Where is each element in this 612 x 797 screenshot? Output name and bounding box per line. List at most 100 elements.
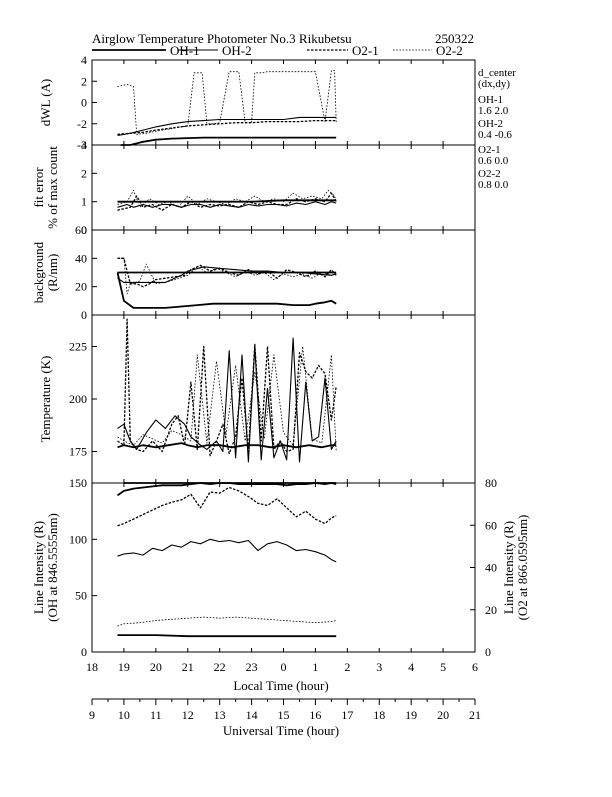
universal-time-tick: 15	[278, 708, 290, 722]
y-axis-label: (OH at 846.5555nm)	[45, 513, 60, 622]
legend: OH-1 OH-2 O2-1 O2-2	[92, 43, 463, 58]
side-info-line: d_center	[478, 67, 516, 79]
local-time-tick: 20	[150, 660, 162, 674]
local-time-tick: 23	[246, 660, 258, 674]
ytick-label: 200	[69, 392, 87, 406]
universal-time-tick: 19	[405, 708, 417, 722]
side-info-line: 0.8 0.0	[478, 179, 509, 191]
side-info-line: O2-2	[478, 168, 501, 180]
series-line-oh-2	[117, 116, 337, 136]
series-line-o2-2	[117, 189, 337, 208]
y-axis-label: Temperature (K)	[38, 356, 53, 443]
local-time-label: Local Time (hour)	[233, 678, 328, 693]
universal-time-tick: 17	[341, 708, 353, 722]
ytick-label-right: 0	[485, 645, 491, 659]
ytick-label-right: 20	[485, 603, 497, 617]
y-axis-label-right: (O2 at 866.0595nm)	[515, 515, 530, 621]
panel-frame	[91, 482, 476, 653]
legend-label-o2-1: O2-1	[352, 43, 379, 58]
side-info-line: OH-1	[478, 94, 503, 106]
local-time-tick: 3	[376, 660, 382, 674]
y-axis-label-right: Line Intensity (R)	[501, 521, 516, 614]
local-time-tick: 19	[118, 660, 130, 674]
ytick-label: 0	[81, 96, 87, 110]
series-line-o2-1	[117, 192, 337, 211]
universal-time-tick: 13	[214, 708, 226, 722]
side-info-line: 0.6 0.0	[478, 155, 509, 167]
ytick-label: 1	[81, 195, 87, 209]
y-axis-label: % of max count	[45, 146, 60, 229]
local-time-tick: 21	[182, 660, 194, 674]
series-line-o2-1	[117, 257, 337, 288]
panel-temperature: 175 200 225 Temperature (K)	[38, 314, 476, 484]
universal-time-tick: 12	[182, 708, 194, 722]
ytick-label: 0	[81, 308, 87, 322]
panel-dwl: -4 -2 0 2 4 dWL (A)	[38, 53, 476, 152]
y-axis-label: fit error	[31, 167, 46, 208]
ytick-label: 150	[69, 476, 87, 490]
local-time-tick: 22	[214, 660, 226, 674]
local-time-tick: 4	[408, 660, 414, 674]
series-line-o2-1	[117, 318, 337, 457]
local-time-tick: 6	[472, 660, 478, 674]
universal-time-tick: 18	[373, 708, 385, 722]
series-line-oh-2	[117, 201, 337, 208]
ytick-label: 20	[75, 280, 87, 294]
local-time-tick: 2	[344, 660, 350, 674]
ytick-label: -4	[77, 138, 87, 152]
panel-frame	[91, 144, 476, 231]
universal-time-tick: 9	[89, 708, 95, 722]
series-line-o2-1	[117, 486, 337, 527]
ytick-label-right: 40	[485, 561, 497, 575]
ytick-label: 175	[69, 445, 87, 459]
ytick-label: 2	[81, 166, 87, 180]
ytick-label: 3	[81, 138, 87, 152]
ytick-label: 4	[81, 53, 87, 67]
series-line-o2-2	[117, 257, 337, 295]
panels: -4 -2 0 2 4 dWL (A) 0 1 2 3 fit error% of max coun…	[31, 53, 530, 659]
universal-time-tick: 10	[118, 708, 130, 722]
series-line-o2-2	[117, 616, 337, 627]
y-axis-label: Line Intensity (R)	[31, 521, 46, 614]
series-line-oh-1	[120, 136, 337, 146]
ytick-label: 100	[69, 532, 87, 546]
ytick-label-right: 80	[485, 476, 497, 490]
series-line-oh-2	[117, 538, 337, 563]
series-line-o2-1	[117, 119, 337, 136]
local-time-tick: 1	[312, 660, 318, 674]
y-axis-label: (R/nm)	[45, 254, 60, 292]
legend-label-o2-2: O2-2	[436, 43, 463, 58]
series-line-o2-2	[117, 70, 337, 135]
panel-background: 0 20 40 60 background (R/nm)	[31, 223, 476, 322]
universal-time-tick: 14	[246, 708, 258, 722]
universal-time-tick: 20	[437, 708, 449, 722]
side-info-line: (dx,dy)	[478, 78, 510, 90]
chart-title: Airglow Temperature Photometer No.3 Riku…	[92, 31, 352, 46]
time-axes: 18 19 20 21 22 23 0 1 2 3 4 5 69 10 11 12 13 14 15 16 17 18 19…	[86, 660, 481, 722]
ytick-label-right: 60	[485, 518, 497, 532]
series-line-o2-2	[117, 346, 337, 452]
local-time-tick: 5	[440, 660, 446, 674]
universal-time-tick: 11	[150, 708, 162, 722]
series-line-oh-1	[117, 634, 337, 638]
chart-date: 250322	[435, 31, 474, 46]
universal-time-tick: 21	[469, 708, 481, 722]
ytick-label: 225	[69, 340, 87, 354]
ytick-label: 60	[75, 223, 87, 237]
ytick-label: 40	[75, 251, 87, 265]
series-line-oh-2	[117, 337, 337, 463]
local-time-tick: 18	[86, 660, 98, 674]
ytick-label: 50	[75, 589, 87, 603]
universal-time-tick: 16	[309, 708, 321, 722]
ytick-label: 0	[81, 223, 87, 237]
series-line-oh-1	[117, 199, 337, 203]
panel-frame	[91, 314, 476, 484]
legend-label-oh-2: OH-2	[222, 43, 252, 58]
universal-time-label: Universal Time (hour)	[223, 723, 339, 738]
center-offset-info: d_center(dx,dy) OH-11.6 2.0OH-20.4 -0.6 O2…	[478, 67, 516, 191]
side-info-line: 1.6 2.0	[478, 105, 509, 117]
ytick-label: -2	[77, 117, 87, 131]
